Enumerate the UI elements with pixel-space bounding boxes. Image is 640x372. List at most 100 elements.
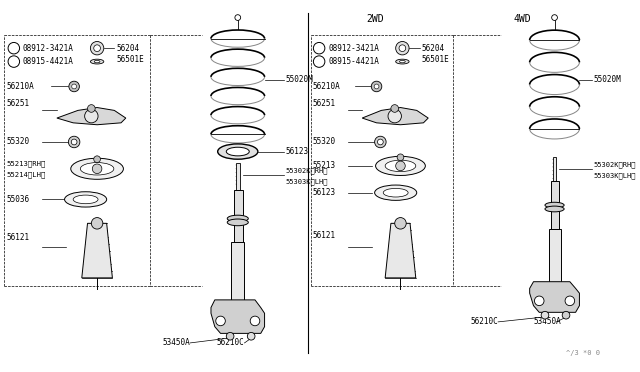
Text: 56123: 56123	[312, 188, 335, 197]
Text: W: W	[317, 59, 321, 64]
Bar	[231, 243, 244, 300]
Text: 56251: 56251	[6, 99, 29, 108]
Circle shape	[374, 84, 379, 89]
Bar	[234, 190, 243, 243]
Bar	[550, 181, 559, 229]
Circle shape	[395, 218, 406, 229]
Text: 08915-4421A: 08915-4421A	[329, 57, 380, 66]
Text: 55020M: 55020M	[285, 75, 314, 84]
Circle shape	[541, 311, 549, 319]
Text: 55303K〈LH〉: 55303K〈LH〉	[594, 172, 636, 179]
Text: 56251: 56251	[312, 99, 335, 108]
Text: 56501E: 56501E	[116, 55, 144, 64]
Ellipse shape	[374, 185, 417, 201]
Text: 55020M: 55020M	[594, 75, 621, 84]
Text: 56210C: 56210C	[470, 317, 498, 326]
Circle shape	[8, 42, 20, 54]
Polygon shape	[211, 300, 264, 333]
Text: 08912-3421A: 08912-3421A	[329, 44, 380, 53]
Circle shape	[84, 109, 98, 123]
Text: 55303K〈LH〉: 55303K〈LH〉	[285, 178, 328, 185]
Ellipse shape	[94, 60, 100, 63]
Text: W: W	[12, 59, 15, 64]
Circle shape	[399, 45, 406, 52]
Text: 08912-3421A: 08912-3421A	[22, 44, 74, 53]
Text: 53450A: 53450A	[162, 339, 190, 347]
Text: 55302K〈RH〉: 55302K〈RH〉	[594, 162, 636, 168]
Circle shape	[93, 156, 100, 163]
Ellipse shape	[376, 156, 426, 176]
Bar	[236, 163, 240, 190]
Text: 55036: 55036	[6, 195, 29, 204]
Circle shape	[235, 15, 241, 20]
Circle shape	[216, 316, 225, 326]
Circle shape	[552, 15, 557, 20]
Text: 4WD: 4WD	[513, 15, 531, 25]
Circle shape	[247, 333, 255, 340]
Text: 2WD: 2WD	[366, 15, 383, 25]
Ellipse shape	[227, 215, 248, 222]
Circle shape	[388, 109, 401, 123]
Circle shape	[250, 316, 260, 326]
Circle shape	[562, 311, 570, 319]
Text: 56210A: 56210A	[312, 82, 340, 91]
Ellipse shape	[65, 192, 107, 207]
Text: ^/3 *0 0: ^/3 *0 0	[566, 350, 600, 356]
Text: 55214〈LH〉: 55214〈LH〉	[6, 171, 45, 178]
Polygon shape	[385, 223, 416, 278]
Circle shape	[374, 136, 386, 148]
Circle shape	[565, 296, 575, 306]
Circle shape	[534, 296, 544, 306]
Circle shape	[69, 81, 79, 92]
Text: 56204: 56204	[116, 44, 140, 53]
Circle shape	[314, 42, 325, 54]
Text: 56121: 56121	[312, 231, 335, 240]
Ellipse shape	[90, 59, 104, 64]
Text: 55320: 55320	[6, 138, 29, 147]
Circle shape	[396, 161, 405, 171]
Polygon shape	[82, 223, 113, 278]
Ellipse shape	[227, 219, 248, 226]
Circle shape	[88, 105, 95, 112]
Circle shape	[397, 154, 404, 161]
Text: 56210A: 56210A	[6, 82, 34, 91]
Text: 53450A: 53450A	[534, 317, 561, 326]
Circle shape	[90, 42, 104, 55]
Text: 56123: 56123	[285, 147, 308, 156]
Bar	[549, 229, 561, 282]
Text: 56210C: 56210C	[217, 339, 244, 347]
Text: N: N	[12, 46, 16, 51]
Circle shape	[8, 56, 20, 67]
Circle shape	[92, 164, 102, 174]
Ellipse shape	[385, 160, 416, 171]
Circle shape	[391, 105, 399, 112]
Circle shape	[71, 139, 77, 145]
Circle shape	[371, 81, 382, 92]
Bar	[552, 157, 556, 181]
Circle shape	[68, 136, 80, 148]
Text: 08915-4421A: 08915-4421A	[22, 57, 74, 66]
Ellipse shape	[71, 158, 124, 179]
Circle shape	[396, 42, 409, 55]
Text: 56121: 56121	[6, 233, 29, 242]
Ellipse shape	[81, 163, 114, 175]
Text: 55213〈RH〉: 55213〈RH〉	[6, 161, 45, 167]
Ellipse shape	[218, 144, 258, 159]
Text: N: N	[317, 46, 321, 51]
Text: 55302K〈RH〉: 55302K〈RH〉	[285, 167, 328, 174]
Polygon shape	[362, 108, 428, 125]
Ellipse shape	[383, 188, 408, 197]
Ellipse shape	[399, 60, 405, 63]
Polygon shape	[530, 282, 579, 312]
Circle shape	[72, 84, 77, 89]
Circle shape	[93, 45, 100, 52]
Circle shape	[227, 333, 234, 340]
Ellipse shape	[396, 59, 409, 64]
Ellipse shape	[227, 147, 249, 156]
Text: 56204: 56204	[422, 44, 445, 53]
Ellipse shape	[545, 206, 564, 212]
Ellipse shape	[545, 202, 564, 208]
Text: 56501E: 56501E	[422, 55, 449, 64]
Polygon shape	[57, 108, 126, 125]
Text: 55320: 55320	[312, 138, 335, 147]
